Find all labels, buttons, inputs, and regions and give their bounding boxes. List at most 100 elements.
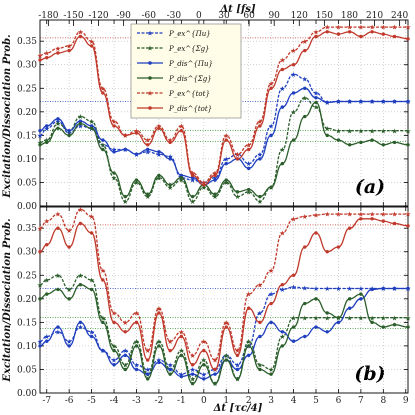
data-point: ★ [302, 94, 308, 102]
data-point [179, 334, 184, 339]
data-point: ★ [290, 47, 296, 55]
data-point [336, 99, 341, 104]
data-point [325, 250, 329, 254]
data-point: ★ [189, 352, 195, 360]
data-point: ★ [201, 371, 207, 379]
data-point [325, 133, 329, 138]
data-point: ★ [335, 211, 341, 219]
top-tick-label: 120 [291, 11, 308, 21]
data-point: ★ [145, 137, 151, 145]
data-point: ★ [88, 277, 94, 285]
data-point: ★ [369, 211, 375, 219]
data-point: ★ [257, 361, 263, 369]
data-point: ★ [44, 137, 50, 145]
series-line [39, 87, 408, 186]
data-point: ★ [156, 151, 162, 159]
top-tick-label: -90 [116, 11, 131, 21]
legend-marker [148, 61, 152, 65]
data-point: ★ [391, 211, 397, 219]
data-point: ★ [201, 179, 207, 187]
data-point [280, 67, 285, 72]
data-point [392, 34, 397, 39]
data-point [112, 124, 116, 128]
y-tick-label: 0.35 [17, 37, 37, 47]
data-point [123, 367, 127, 372]
data-point [224, 178, 228, 182]
data-point [325, 30, 329, 34]
data-point: ★ [302, 213, 308, 221]
data-point [213, 372, 217, 376]
y-tick-label: 0.35 [17, 224, 37, 234]
data-point: ★ [145, 148, 151, 156]
data-point [392, 221, 397, 226]
top-tick-label: -150 [63, 11, 83, 21]
data-point [179, 176, 184, 180]
data-point [291, 91, 296, 95]
data-point [213, 192, 217, 196]
data-point [168, 157, 172, 161]
data-point: ★ [111, 310, 117, 318]
data-point [269, 301, 273, 306]
data-point [370, 320, 374, 325]
data-point [190, 381, 195, 386]
top-tick-label: 90 [268, 11, 280, 21]
data-point: ★ [223, 319, 229, 327]
data-point: ★ [44, 50, 50, 58]
data-point [89, 124, 94, 128]
data-point: ★ [290, 215, 296, 223]
data-point: ★ [380, 211, 386, 219]
data-point [303, 334, 307, 339]
data-point: ★ [324, 125, 330, 133]
data-point [112, 150, 116, 154]
data-point: ★ [268, 366, 274, 374]
data-point [45, 242, 49, 247]
data-point: ★ [55, 45, 61, 53]
data-point [146, 358, 150, 362]
data-point [392, 323, 397, 327]
data-point [381, 219, 386, 223]
data-point: ★ [145, 193, 151, 201]
data-point [67, 297, 71, 301]
data-point [157, 150, 161, 154]
data-point [303, 301, 307, 306]
data-point [134, 178, 139, 182]
data-point [101, 138, 105, 142]
data-point [168, 183, 172, 187]
data-point [38, 58, 42, 62]
data-point [179, 353, 184, 358]
data-point: ★ [133, 127, 139, 135]
data-point [190, 363, 195, 367]
data-point [56, 126, 60, 131]
data-point: ★ [145, 347, 151, 355]
data-point: ★ [111, 174, 117, 182]
data-point [190, 372, 195, 376]
data-point [381, 286, 386, 291]
data-point: ★ [246, 141, 252, 149]
data-point [101, 91, 105, 95]
data-point: ★ [313, 90, 319, 98]
data-point [325, 100, 329, 105]
data-point [406, 325, 410, 329]
data-point [157, 173, 161, 178]
data-point: ★ [189, 177, 195, 185]
top-tick-label: -30 [167, 11, 182, 21]
data-point [359, 217, 363, 221]
top-tick-label: 150 [316, 11, 333, 21]
data-point: ★ [201, 338, 207, 346]
data-point [325, 311, 329, 315]
data-point: ★ [257, 151, 263, 159]
data-point [123, 133, 127, 138]
top-tick-label: -60 [141, 11, 156, 21]
data-point: ★ [201, 179, 207, 187]
data-point: ★ [223, 132, 229, 140]
data-point: ★ [369, 127, 375, 135]
panel-a: 0.00 0.05 0.10 0.15 0.20 0.25 0.30 0.35 ★ ★ ★ ★ ★ ★ ★ ★… [17, 19, 411, 212]
data-point: ★ [268, 123, 274, 131]
data-point: ★ [405, 127, 411, 135]
x-tick-label: -4 [110, 396, 119, 406]
data-point: ★ [55, 120, 61, 128]
data-point: ★ [335, 285, 341, 293]
x-tick-label: 3 [268, 396, 274, 406]
y-tick-label: 0.05 [17, 365, 37, 375]
data-point: ★ [156, 305, 162, 313]
